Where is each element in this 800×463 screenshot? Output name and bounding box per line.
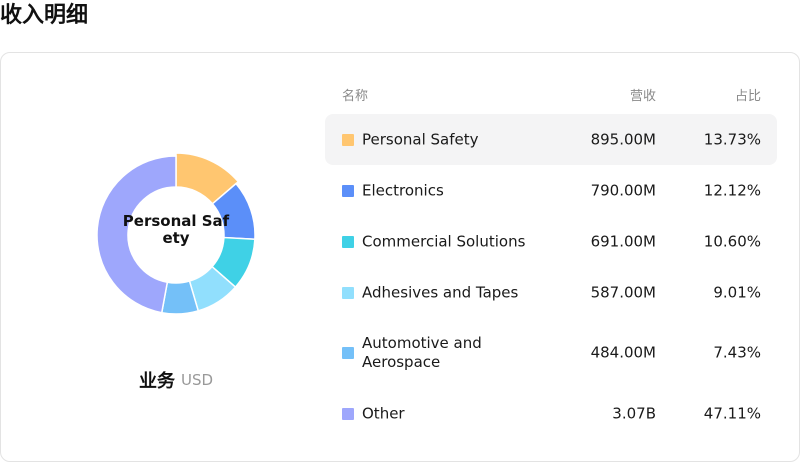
legend-swatch	[342, 184, 354, 197]
row-revenue: 691.00M	[590, 232, 656, 250]
row-share: 47.11%	[703, 404, 761, 422]
row-revenue: 587.00M	[590, 283, 656, 301]
table-header: 名称 营收 占比	[325, 87, 777, 107]
table-body: Personal Safety 895.00M 13.73% Electroni…	[325, 114, 777, 439]
table-row[interactable]: Commercial Solutions 691.00M 10.60%	[325, 216, 777, 267]
table-row[interactable]: Personal Safety 895.00M 13.73%	[325, 114, 777, 165]
donut-slice[interactable]	[175, 153, 240, 205]
donut-center-label: Personal Safety	[122, 212, 230, 247]
legend-swatch	[342, 407, 354, 420]
table-row[interactable]: Automotive and Aerospace 484.00M 7.43%	[325, 318, 777, 388]
donut-chart[interactable]: Personal Safety	[94, 153, 258, 317]
donut-svg	[96, 153, 256, 315]
segment-caption: 业务 USD	[94, 367, 258, 393]
table-row[interactable]: Electronics 790.00M 12.12%	[325, 165, 777, 216]
row-share: 12.12%	[703, 181, 761, 199]
currency-unit: USD	[180, 371, 214, 389]
header-share[interactable]: 占比	[734, 89, 761, 104]
legend-swatch	[342, 347, 354, 359]
row-name: Electronics	[362, 181, 444, 199]
revenue-table: 名称 营收 占比 Personal Safety 895.00M 13.73% …	[325, 87, 777, 439]
page-title: 收入明细	[0, 3, 89, 28]
row-share: 7.43%	[713, 343, 761, 362]
row-revenue: 790.00M	[590, 181, 656, 199]
legend-swatch	[342, 133, 354, 146]
row-revenue: 484.00M	[590, 343, 656, 362]
row-share: 13.73%	[703, 130, 761, 148]
donut-slice[interactable]	[96, 155, 177, 314]
row-name: Automotive and Aerospace	[362, 334, 482, 371]
table-row[interactable]: Adhesives and Tapes 587.00M 9.01%	[325, 267, 777, 318]
row-share: 10.60%	[703, 232, 761, 250]
row-revenue: 895.00M	[590, 130, 656, 148]
legend-swatch	[342, 286, 354, 299]
legend-swatch	[342, 235, 354, 248]
row-share: 9.01%	[713, 283, 761, 301]
table-row[interactable]: Other 3.07B 47.11%	[325, 388, 777, 439]
header-name: 名称	[342, 89, 369, 104]
header-revenue[interactable]: 营收	[629, 89, 656, 104]
segment-title: 业务	[138, 371, 175, 392]
row-name: Commercial Solutions	[362, 232, 526, 250]
row-name: Adhesives and Tapes	[362, 283, 519, 301]
row-name: Other	[362, 404, 405, 422]
row-revenue: 3.07B	[612, 404, 656, 422]
row-name: Personal Safety	[362, 130, 479, 148]
revenue-breakdown-card: Personal Safety 业务 USD 名称 营收 占比 Personal …	[0, 52, 800, 462]
